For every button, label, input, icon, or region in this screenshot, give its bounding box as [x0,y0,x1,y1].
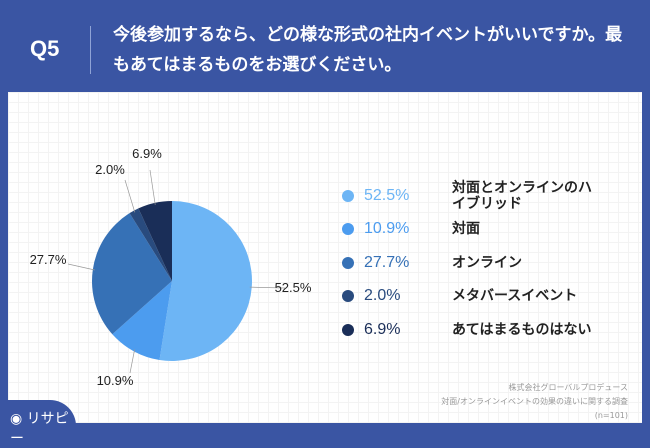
leader-line [249,286,286,289]
legend-percent: 10.9% [364,220,410,237]
leader-line [124,179,136,213]
legend-item: 6.9% あてはまるものはない [342,321,591,339]
legend-swatch [342,290,354,302]
source-company: 株式会社グローバルプロデュース [508,383,628,392]
legend-percent: 6.9% [364,321,401,338]
legend-item: 2.0% メタバースイベント [342,287,577,305]
source-survey: 対面/オンラインイベントの効果の違いに関する調査 [441,397,628,406]
legend-label: オンライン [452,255,522,271]
legend-item: 10.9% 対面 [342,220,480,238]
leader-line [129,349,135,374]
pie-slice [129,208,172,281]
legend-percent: 27.7% [364,254,410,271]
data-label: 6.9% [132,146,162,161]
leader-line [149,169,156,205]
source-note: 株式会社グローバルプロデュース 対面/オンラインイベントの効果の違いに関する調査… [441,381,628,423]
data-label: 27.7% [30,252,67,267]
pie-chart: 52.5% 10.9% 27.7% 2.0% 6.9% [30,146,312,388]
legend-label: あてはまるものはない [452,322,592,338]
question-title: 今後参加するなら、どの様な形式の社内イベントがいいですか。最もあてはまるものをお… [113,25,623,75]
legend-label: 対面とオンラインのハイブリッド [452,180,592,212]
legend-item: 52.5% 対面とオンラインのハイブリッド [342,180,602,212]
logo-text: リサピー [10,411,69,447]
source-sample: (n=101) [594,411,628,420]
legend-label: メタバースイベント [452,288,578,304]
divider [90,26,91,74]
data-label: 10.9% [97,373,134,388]
legend-item: 27.7% オンライン [342,254,522,272]
pie-slice [138,201,172,281]
question-number: Q5 [30,36,60,61]
data-label: 52.5% [275,280,312,295]
legend-swatch [342,190,354,202]
data-label: 2.0% [95,162,125,177]
legend-percent: 52.5% [364,187,410,204]
leader-line [67,263,95,271]
pie-slice [159,201,252,362]
pie-slice [112,281,172,361]
legend-swatch [342,223,354,235]
legend-percent: 2.0% [364,287,401,304]
legend-swatch [342,324,354,336]
logo: ◉ リサピー [0,400,76,447]
pie-slice [91,213,172,335]
legend-swatch [342,257,354,269]
legend-label: 対面 [452,221,480,237]
